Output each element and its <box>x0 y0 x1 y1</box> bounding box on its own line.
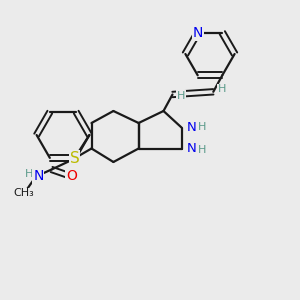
Text: H: H <box>198 145 206 155</box>
Text: N: N <box>33 169 43 183</box>
Text: S: S <box>70 151 79 166</box>
Text: H: H <box>25 169 34 179</box>
Text: O: O <box>66 169 77 183</box>
Text: CH₃: CH₃ <box>14 188 34 199</box>
Text: N: N <box>187 142 197 155</box>
Text: H: H <box>218 84 226 94</box>
Text: N: N <box>193 26 203 40</box>
Text: H: H <box>198 122 206 132</box>
Text: H: H <box>177 91 185 101</box>
Text: N: N <box>187 121 197 134</box>
